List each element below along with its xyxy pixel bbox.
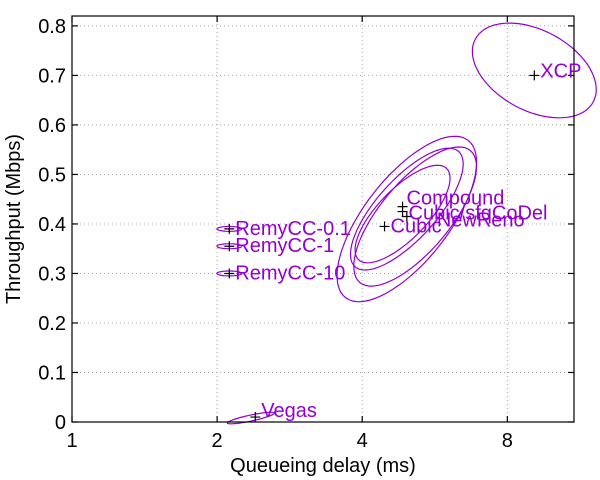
label-compound: Compound bbox=[407, 188, 505, 210]
ellipse-compound bbox=[349, 147, 464, 271]
y-tick-label: 0.6 bbox=[38, 115, 66, 137]
point-cubic-sfqcodel bbox=[397, 206, 408, 217]
label-vegas: Vegas bbox=[261, 400, 317, 422]
y-tick-label: 0 bbox=[55, 412, 66, 434]
y-tick-label: 0.7 bbox=[38, 65, 66, 87]
point-remycc-1 bbox=[224, 241, 235, 252]
axis-ticks: 1 2 4 8 0 0.1 0.2 0.3 0.4 0.5 0.6 0.7 0.8 bbox=[38, 16, 574, 452]
x-tick-label: 4 bbox=[357, 430, 368, 452]
y-tick-label: 0.3 bbox=[38, 263, 66, 285]
x-tick-label: 8 bbox=[502, 430, 513, 452]
label-cubic-sfqcodel: Cubic/sfqCoDel bbox=[409, 203, 548, 225]
point-xcp bbox=[529, 70, 540, 81]
label-remycc-0-1: RemyCC-0.1 bbox=[235, 218, 351, 240]
x-tick-label: 2 bbox=[212, 430, 223, 452]
y-tick-label: 0.2 bbox=[38, 313, 66, 335]
point-remycc-10 bbox=[224, 268, 235, 279]
point-cubic bbox=[379, 221, 390, 232]
point-remycc-0-1 bbox=[224, 223, 235, 234]
x-tick-label: 1 bbox=[66, 430, 77, 452]
label-newreno: NewReno bbox=[437, 210, 525, 232]
point-newreno bbox=[401, 211, 412, 222]
label-remycc-1: RemyCC-1 bbox=[235, 235, 334, 257]
point-vegas bbox=[250, 412, 261, 423]
ellipse-vegas bbox=[226, 411, 275, 425]
label-cubic: Cubic bbox=[391, 215, 442, 237]
ellipse-cubic-sfqcodel bbox=[354, 164, 451, 264]
y-tick-label: 0.8 bbox=[38, 16, 66, 38]
x-axis-title: Queueing delay (ms) bbox=[230, 455, 416, 477]
plot-frame bbox=[71, 15, 575, 423]
y-tick-label: 0.4 bbox=[38, 214, 66, 236]
y-tick-label: 0.5 bbox=[38, 164, 66, 186]
y-axis-title: Throughput (Mbps) bbox=[3, 134, 25, 304]
ellipses bbox=[216, 22, 597, 425]
label-remycc-10: RemyCC-10 bbox=[235, 262, 345, 284]
data-points bbox=[224, 70, 540, 423]
label-xcp: XCP bbox=[540, 60, 581, 82]
ellipse-newreno bbox=[353, 146, 478, 287]
ellipse-xcp bbox=[471, 22, 597, 119]
y-tick-label: 0.1 bbox=[38, 362, 66, 384]
